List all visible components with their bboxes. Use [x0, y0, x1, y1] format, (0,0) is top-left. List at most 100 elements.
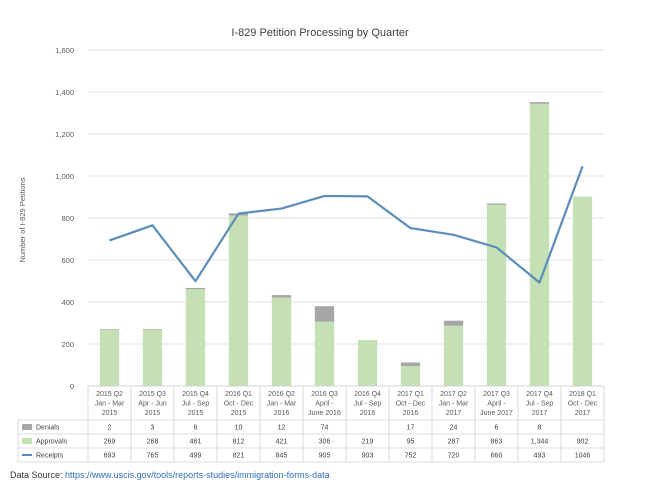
x-tick-label: 2015: [145, 410, 161, 417]
legend-label: Approvals: [36, 439, 68, 446]
x-tick-label: 2017: [532, 410, 548, 417]
x-tick-label: Jul - Sep: [182, 401, 210, 408]
approvals-bar: [486, 204, 507, 386]
data-label: 74: [321, 425, 329, 432]
x-tick-label: Jan - Mar: [95, 401, 125, 408]
data-label: 95: [407, 439, 415, 446]
x-tick-label: 2015: [188, 410, 204, 417]
legend-label: Denials: [36, 425, 60, 432]
data-label: 845: [276, 453, 288, 460]
data-source: Data Source: https://www.uscis.gov/tools…: [10, 470, 330, 480]
y-tick-label: 600: [61, 256, 74, 265]
denials-bar: [400, 362, 421, 367]
x-tick-label: 2017 Q1: [397, 391, 424, 398]
x-tick-label: June 2017: [480, 410, 513, 417]
x-tick-label: Oct - Dec: [224, 401, 254, 408]
data-label: 905: [319, 453, 331, 460]
data-label: 268: [147, 439, 159, 446]
data-source-label: Data Source:: [10, 470, 63, 480]
data-label: 421: [276, 439, 288, 446]
x-tick-label: April -: [487, 401, 506, 408]
approvals-bar: [271, 297, 292, 386]
x-tick-label: 2016: [403, 410, 419, 417]
data-label: 499: [190, 453, 202, 460]
y-tick-label: 0: [70, 382, 74, 391]
legend-label: Receipts: [36, 453, 64, 460]
data-label: 8: [538, 425, 542, 432]
denials-bar: [486, 203, 507, 205]
y-tick-label: 1,600: [55, 46, 74, 55]
x-tick-label: 2018 Q1: [569, 391, 596, 398]
data-label: 461: [190, 439, 202, 446]
y-tick-label: 400: [61, 298, 74, 307]
data-label: 2: [108, 425, 112, 432]
data-label: 660: [491, 453, 503, 460]
x-tick-label: 2016: [360, 410, 376, 417]
denials-bar: [271, 295, 292, 298]
data-label: 1046: [575, 453, 591, 460]
data-label: 493: [534, 453, 546, 460]
legend-key-denials: [22, 424, 32, 430]
approvals-bar: [228, 215, 249, 386]
approvals-bar: [142, 329, 163, 386]
approvals-bar: [529, 103, 550, 386]
approvals-bar: [99, 329, 120, 386]
x-tick-label: 2017: [575, 410, 591, 417]
data-label: 765: [147, 453, 159, 460]
data-source-link[interactable]: https://www.uscis.gov/tools/reports-stud…: [65, 470, 330, 480]
data-label: 720: [448, 453, 460, 460]
approvals-bar: [357, 340, 378, 386]
legend-key-approvals: [22, 438, 32, 444]
approvals-bar: [443, 325, 464, 386]
data-label: 812: [233, 439, 245, 446]
approvals-bar: [400, 366, 421, 386]
x-tick-label: 2017 Q2: [440, 391, 467, 398]
x-tick-label: Oct - Dec: [396, 401, 426, 408]
x-tick-label: Jan - Mar: [267, 401, 297, 408]
y-tick-label: 200: [61, 340, 74, 349]
x-tick-label: 2017 Q3: [483, 391, 510, 398]
x-tick-label: 2017 Q4: [526, 391, 553, 398]
data-label: 17: [407, 425, 415, 432]
data-label: 903: [362, 453, 374, 460]
data-label: 269: [104, 439, 116, 446]
x-tick-label: 2015: [102, 410, 118, 417]
y-tick-label: 800: [61, 214, 74, 223]
x-tick-label: Jul - Sep: [354, 401, 382, 408]
data-label: 693: [104, 453, 116, 460]
data-label: 24: [450, 425, 458, 432]
approvals-bar: [572, 196, 593, 386]
data-label: 306: [319, 439, 331, 446]
x-tick-label: 2016 Q3: [311, 391, 338, 398]
denials-bar: [314, 306, 335, 322]
data-label: 6: [194, 425, 198, 432]
x-tick-label: 2015: [231, 410, 247, 417]
x-tick-label: Jan - Mar: [439, 401, 469, 408]
denials-bar: [142, 329, 163, 330]
x-tick-label: 2016 Q4: [354, 391, 381, 398]
y-tick-label: 1,200: [55, 130, 74, 139]
y-axis-label: Number of I-829 Petitions: [18, 177, 27, 262]
x-tick-label: Oct - Dec: [568, 401, 598, 408]
chart-title: I-829 Petition Processing by Quarter: [231, 27, 409, 39]
denials-bar: [185, 287, 206, 290]
data-label: 219: [362, 439, 374, 446]
data-label: 3: [151, 425, 155, 432]
data-label: 752: [405, 453, 417, 460]
x-tick-label: 2017: [446, 410, 462, 417]
chart: I-829 Petition Processing by Quarter Num…: [17, 27, 605, 463]
data-label: 1,344: [531, 439, 549, 446]
denials-bar: [443, 320, 464, 326]
data-label: 821: [233, 453, 245, 460]
x-tick-label: Apr - Jun: [138, 401, 167, 408]
data-label: 287: [448, 439, 460, 446]
data-label: 12: [278, 425, 286, 432]
y-tick-label: 1,000: [55, 172, 74, 181]
y-tick-label: 1,400: [55, 88, 74, 97]
x-tick-label: 2016 Q1: [225, 391, 252, 398]
x-tick-label: June 2016: [308, 410, 341, 417]
x-tick-label: April -: [315, 401, 334, 408]
x-tick-label: 2016: [274, 410, 290, 417]
data-label: 6: [495, 425, 499, 432]
receipts-line: [109, 165, 584, 284]
